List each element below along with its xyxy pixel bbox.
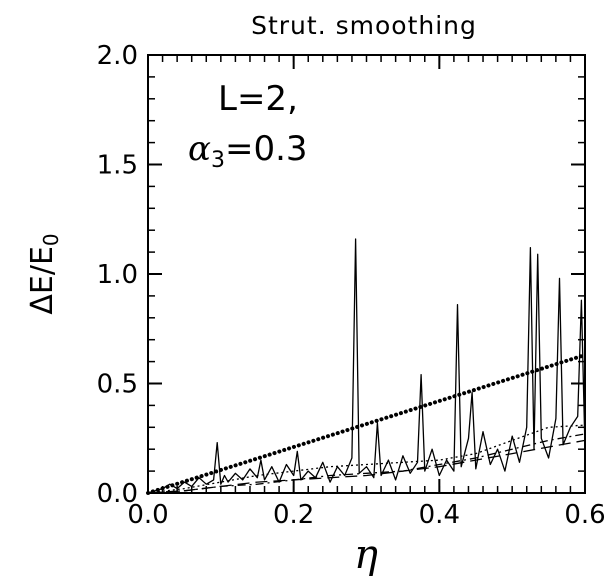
x-tick-label: 0.0 — [127, 500, 168, 530]
x-axis-label: η — [354, 532, 378, 576]
plot-frame — [147, 54, 586, 494]
plot-series — [146, 238, 587, 495]
x-tick-label: 0.6 — [564, 500, 605, 530]
y-tick-label: 1.5 — [97, 151, 138, 181]
y-axis-label-main: ΔE/E — [25, 246, 60, 315]
series-line-dotted-thick — [146, 353, 587, 495]
axis-ticks — [147, 54, 586, 494]
y-tick-label: 2.0 — [97, 41, 138, 71]
y-tick-label: 0.0 — [97, 479, 138, 509]
y-axis-label-subscript: 0 — [39, 233, 63, 246]
y-tick-labels: 0.0 0.5 1.0 1.5 2.0 — [97, 41, 138, 509]
y-tick-label: 0.5 — [97, 370, 138, 400]
alpha-symbol: α — [188, 129, 211, 169]
x-tick-labels: 0.0 0.2 0.4 0.6 — [127, 500, 605, 530]
y-axis-label: ΔE/E0 — [25, 233, 63, 314]
chart-title: Strut. smoothing — [251, 11, 477, 40]
series-line-dash-dot — [147, 433, 586, 494]
alpha-value: =0.3 — [225, 129, 308, 169]
series-line-solid-thin — [147, 238, 586, 494]
annotation-line2: α3=0.3 — [188, 129, 308, 173]
y-tick-label: 1.0 — [97, 260, 138, 290]
annotation-line1: L=2, — [218, 79, 298, 119]
alpha-subscript: 3 — [211, 148, 225, 173]
x-tick-label: 0.4 — [419, 500, 460, 530]
x-tick-label: 0.2 — [273, 500, 314, 530]
series-line-dotted-thin — [147, 424, 586, 494]
